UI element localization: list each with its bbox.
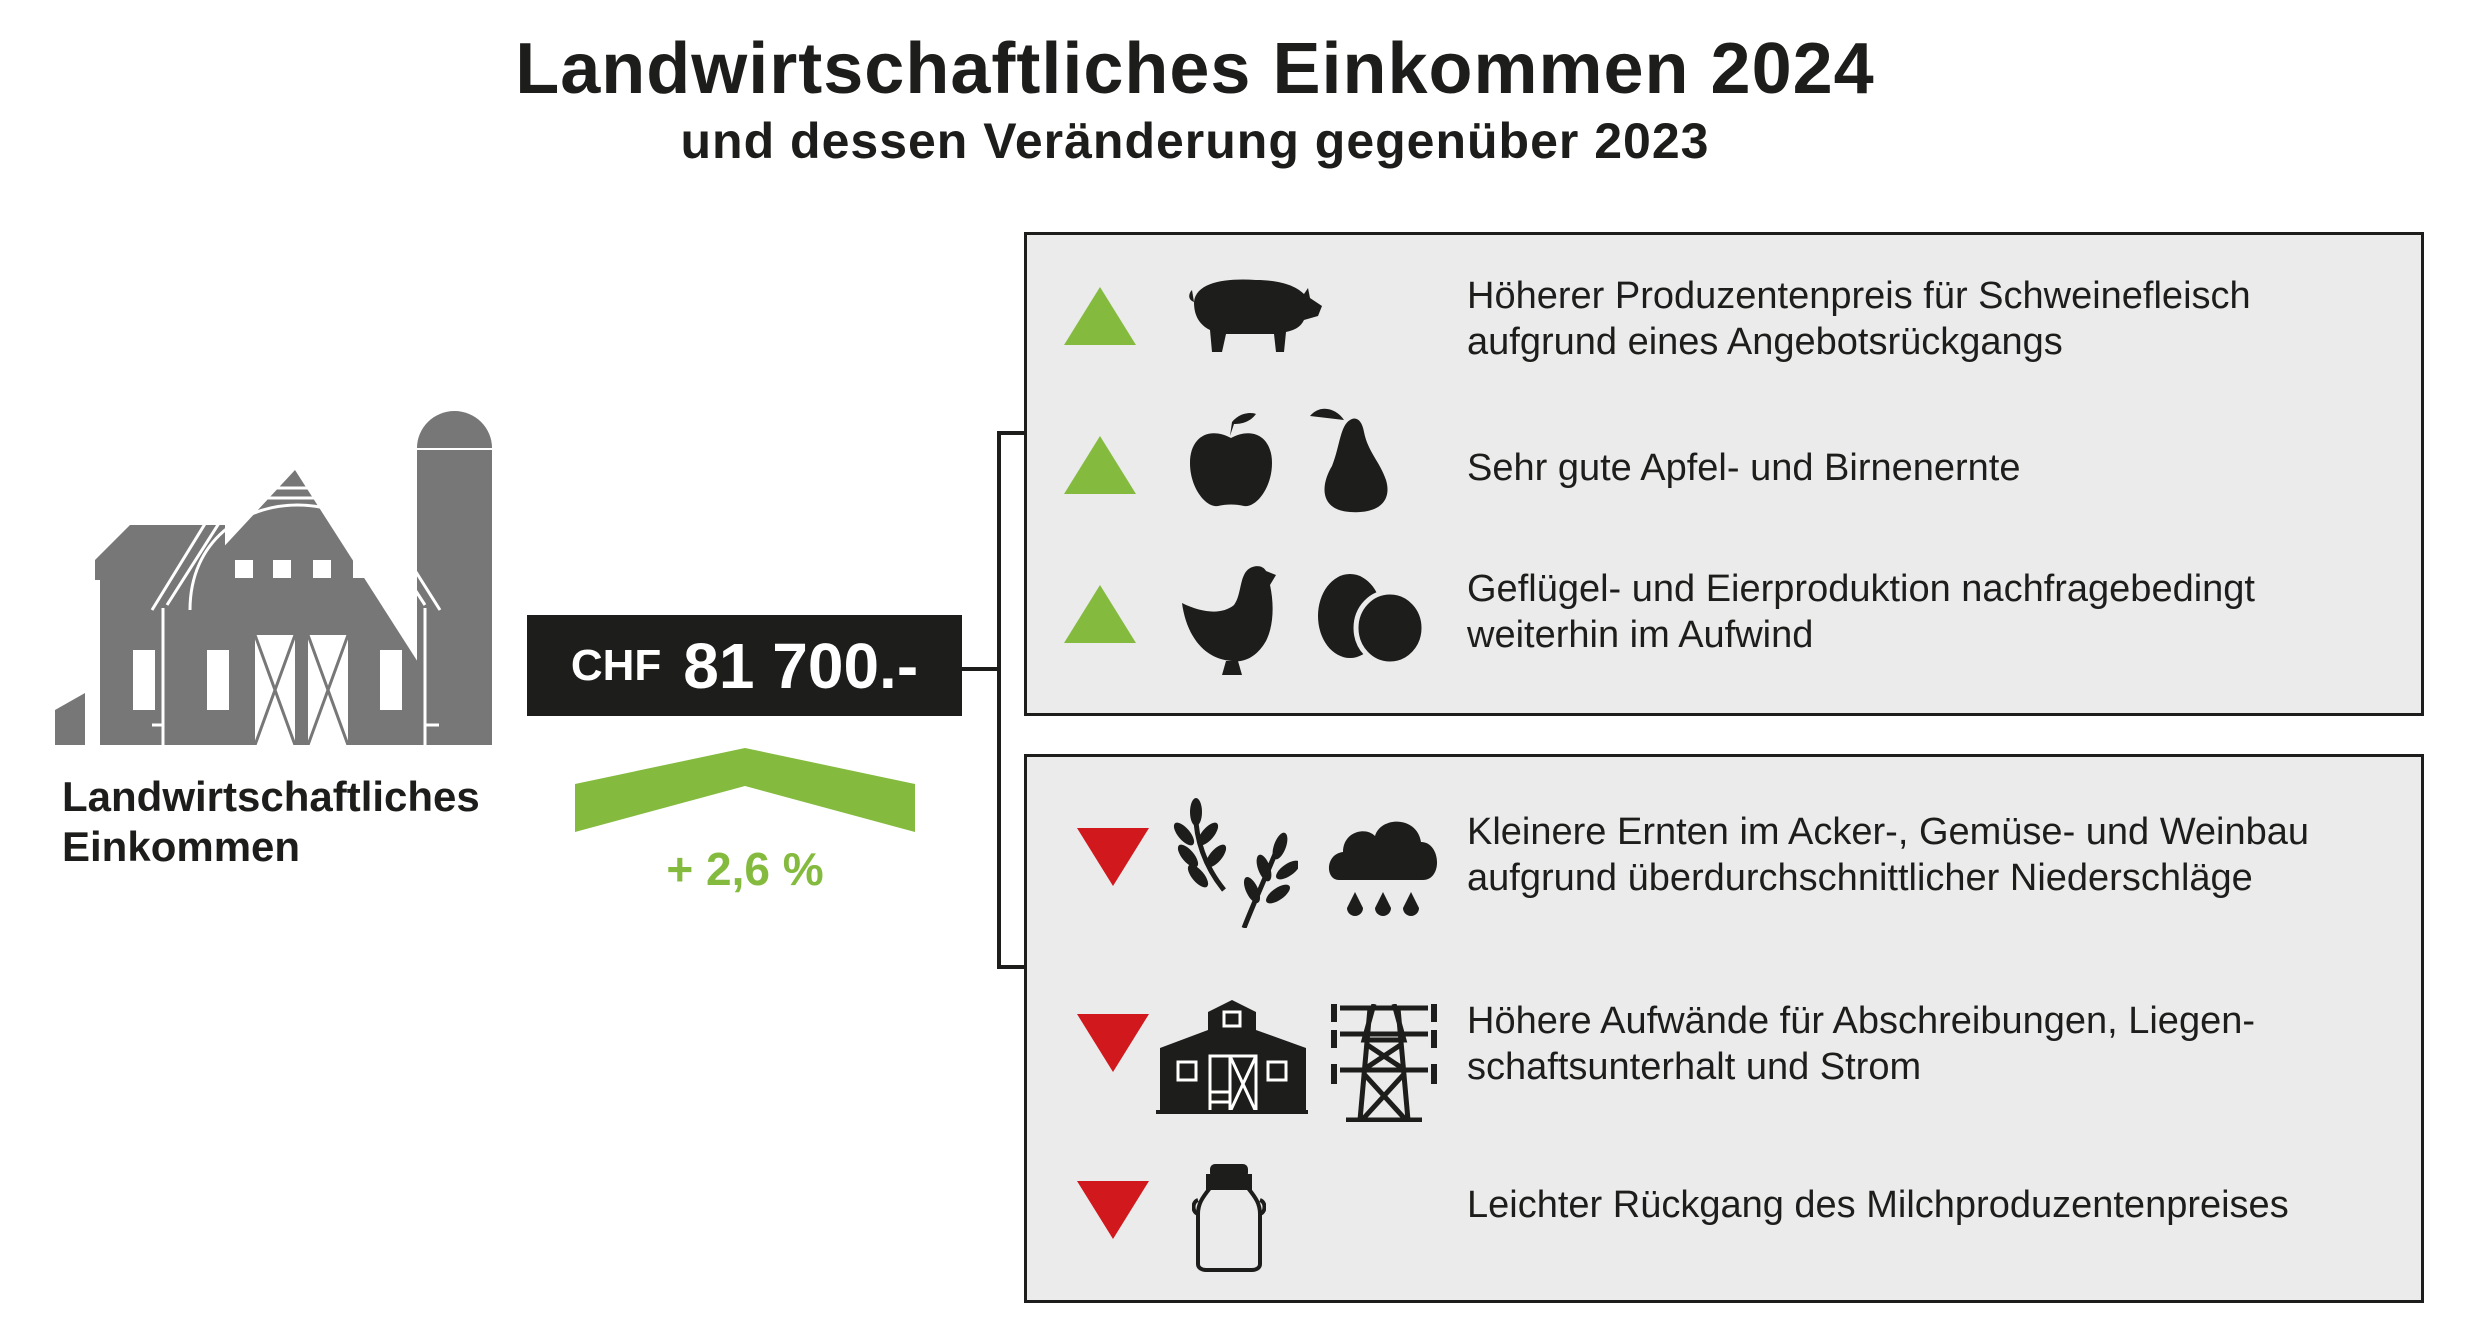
- pear-icon: [1310, 408, 1388, 513]
- factor-text: Geflügel- und Eierproduktion nachfragebe…: [1467, 568, 2255, 610]
- power-pylon-icon: [1331, 1004, 1437, 1122]
- milk-can-icon: [1192, 1164, 1266, 1272]
- currency: CHF: [570, 640, 662, 690]
- apple-icon: [1190, 412, 1272, 507]
- negative-factors-box: [1024, 754, 2424, 1303]
- bracket-vertical: [997, 431, 1001, 969]
- up-triangle-icon: [1064, 436, 1136, 494]
- barn-icon: [1156, 1000, 1308, 1114]
- increase-chevron-icon: [575, 748, 915, 832]
- down-triangle-icon: [1077, 828, 1149, 886]
- factor-text: schaftsunterhalt und Strom: [1467, 1046, 1922, 1088]
- bracket-bottom: [997, 965, 1027, 969]
- farm-icon: [55, 411, 492, 745]
- down-triangle-icon: [1077, 1014, 1149, 1072]
- income-label-line1: Landwirtschaftliches: [62, 773, 480, 820]
- factor-text: Leichter Rückgang des Milchproduzentenpr…: [1467, 1184, 2289, 1226]
- factor-text: aufgrund überdurchschnittlicher Niedersc…: [1467, 857, 2253, 899]
- title: Landwirtschaftliches Einkommen 2024: [515, 29, 1875, 109]
- income-amount-box: CHF 81 700.-: [527, 615, 962, 716]
- subtitle: und dessen Veränderung gegenüber 2023: [680, 113, 1710, 169]
- negative-factor-costs: Höhere Aufwände für Abschreibungen, Lieg…: [1467, 998, 2255, 1090]
- bracket-top: [997, 431, 1027, 435]
- chicken-icon: [1182, 566, 1276, 675]
- pig-icon: [1189, 279, 1322, 352]
- rain-cloud-icon: [1328, 821, 1438, 916]
- wheat-icon: [1173, 798, 1298, 928]
- factor-text: weiterhin im Aufwind: [1467, 614, 1814, 656]
- factor-text: Höherer Produzentenpreis für Schweinefle…: [1467, 275, 2251, 317]
- factor-text: Höhere Aufwände für Abschreibungen, Lieg…: [1467, 1000, 2255, 1042]
- positive-factor-pork: Höherer Produzentenpreis für Schweinefle…: [1467, 273, 2251, 365]
- factor-text: Sehr gute Apfel- und Birnenernte: [1467, 447, 2021, 489]
- positive-factor-poultry: Geflügel- und Eierproduktion nachfragebe…: [1467, 566, 2255, 658]
- up-triangle-icon: [1064, 585, 1136, 643]
- income-label-line2: Einkommen: [62, 823, 301, 870]
- positive-factor-fruit: Sehr gute Apfel- und Birnenernte: [1467, 445, 2021, 491]
- income-change: + 2,6 %: [666, 843, 824, 895]
- income-amount: 81 700.-: [683, 629, 919, 702]
- down-triangle-icon: [1077, 1181, 1149, 1239]
- negative-factor-harvest: Kleinere Ernten im Acker-, Gemüse- und W…: [1467, 809, 2309, 901]
- income-label: Landwirtschaftliches Einkommen: [62, 772, 480, 872]
- factor-text: Kleinere Ernten im Acker-, Gemüse- und W…: [1467, 811, 2310, 853]
- factor-text: aufgrund eines Angebotsrückgangs: [1467, 321, 2063, 363]
- eggs-icon: [1318, 574, 1426, 666]
- up-triangle-icon: [1064, 287, 1136, 345]
- bracket-connector: [962, 667, 1000, 671]
- negative-factor-milk: Leichter Rückgang des Milchproduzentenpr…: [1467, 1182, 2289, 1228]
